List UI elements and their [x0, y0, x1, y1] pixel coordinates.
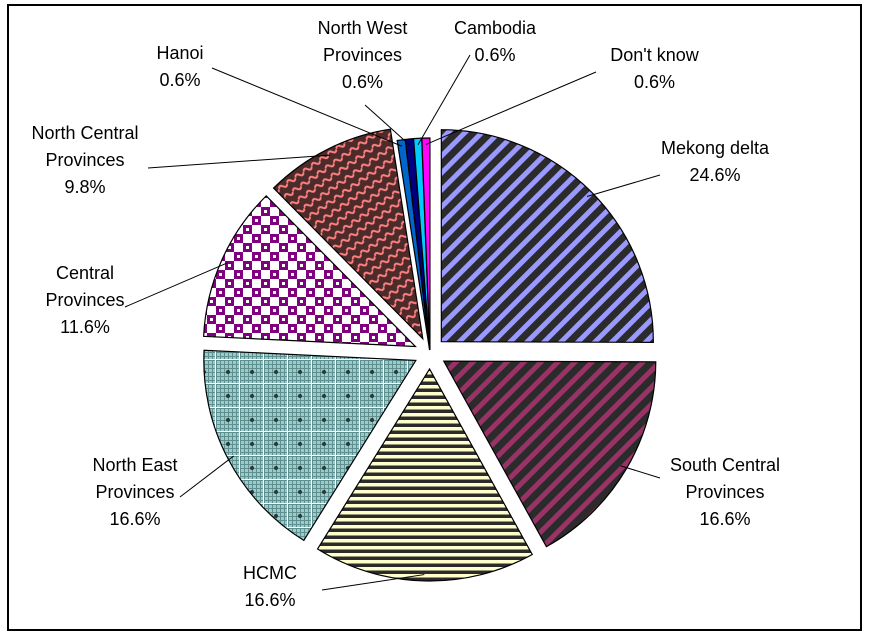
data-label-line: 0.6% — [159, 70, 201, 90]
data-label-line: Mekong delta — [660, 138, 770, 158]
data-label-line: Provinces — [95, 482, 175, 502]
data-label-line: 9.8% — [64, 177, 106, 197]
data-label-don-t-know: Don't know 0.6% — [592, 42, 717, 96]
data-label-line: Provinces — [45, 150, 125, 170]
data-label-line: 16.6% — [699, 509, 751, 529]
leader-line — [364, 104, 411, 146]
data-label-line: North West — [317, 18, 408, 38]
data-label-south-central-provinces: South Central Provinces 16.6% — [640, 452, 810, 533]
data-label-line: 0.6% — [474, 45, 516, 65]
pie-slice-north-central-provinces — [272, 128, 424, 341]
data-label-line: Don't know — [610, 45, 699, 65]
data-label-line: North East — [92, 455, 178, 475]
leader-line — [417, 54, 471, 145]
data-label-hanoi: Hanoi 0.6% — [150, 40, 210, 94]
leader-line — [321, 574, 425, 591]
data-label-line: 24.6% — [689, 165, 741, 185]
pie-slice-north-east-provinces — [203, 349, 417, 542]
pie-slice-hcmc — [316, 367, 534, 582]
data-label-line: HCMC — [243, 563, 297, 583]
data-label-north-east-provinces: North East Provinces 16.6% — [60, 452, 210, 533]
data-label-mekong-delta: Mekong delta 24.6% — [640, 135, 790, 189]
data-label-line: 11.6% — [60, 317, 110, 337]
leader-line — [124, 262, 228, 308]
data-label-north-central-provinces: North Central Provinces 9.8% — [10, 120, 160, 201]
leader-line — [179, 455, 235, 498]
pie-slice-mekong-delta — [440, 129, 654, 343]
leader-line — [425, 71, 597, 145]
data-label-line: Provinces — [45, 290, 125, 310]
data-label-line: 16.6% — [109, 509, 161, 529]
data-label-north-west-provinces: North West Provinces 0.6% — [295, 15, 430, 96]
pie-slice-south-central-provinces — [442, 360, 657, 548]
leader-line — [211, 67, 403, 147]
data-label-line: 16.6% — [244, 590, 296, 610]
pie-slice-central-provinces — [203, 195, 417, 348]
data-label-line: 0.6% — [633, 72, 676, 92]
data-label-hcmc: HCMC 16.6% — [220, 560, 320, 614]
leader-line — [147, 154, 331, 169]
data-label-line: South Central — [669, 455, 781, 475]
data-label-line: Cambodia — [453, 18, 537, 38]
leader-line — [586, 174, 661, 198]
data-label-cambodia: Cambodia 0.6% — [440, 15, 550, 69]
data-label-line: North Central — [31, 123, 139, 143]
data-label-line: Provinces — [685, 482, 765, 502]
data-label-line: Hanoi — [156, 43, 204, 63]
data-label-central-provinces: Central Provinces 11.6% — [25, 260, 145, 341]
data-label-line: Provinces — [322, 45, 403, 65]
data-label-line: Central — [55, 263, 115, 283]
data-label-line: 0.6% — [341, 72, 384, 92]
leader-line — [620, 465, 661, 479]
